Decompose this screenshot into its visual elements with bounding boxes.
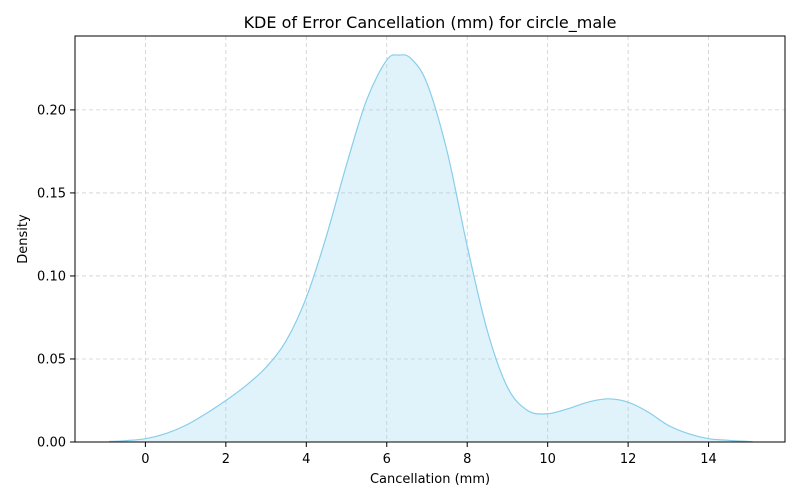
plot-frame (74, 35, 786, 443)
y-tick-label: 0.00 (37, 436, 66, 451)
y-axis-ticks: 0.00 0.05 0.10 0.15 0.20 (37, 103, 75, 451)
y-tick-label: 0.10 (37, 269, 66, 284)
y-tick-label: 0.15 (37, 186, 66, 201)
x-tick-label: 2 (222, 452, 230, 467)
y-axis-label: Density (16, 214, 31, 264)
x-tick-label: 12 (620, 452, 637, 467)
series-layer (109, 54, 753, 443)
x-tick-label: 8 (463, 452, 471, 467)
y-tick-label: 0.20 (37, 103, 66, 118)
x-tick-label: 10 (539, 452, 556, 467)
chart-title: KDE of Error Cancellation (mm) for circl… (244, 13, 617, 33)
axes (74, 35, 786, 443)
x-tick-label: 4 (302, 452, 310, 467)
x-axis-label: Cancellation (mm) (370, 472, 490, 487)
y-tick-label: 0.05 (37, 352, 66, 367)
x-tick-label: 0 (141, 452, 149, 467)
x-axis-ticks: 0 2 4 6 8 10 12 14 (141, 442, 717, 467)
x-tick-label: 6 (383, 452, 391, 467)
kde-line (109, 54, 753, 443)
x-tick-label: 14 (700, 452, 717, 467)
kde-area-fill (109, 54, 753, 443)
